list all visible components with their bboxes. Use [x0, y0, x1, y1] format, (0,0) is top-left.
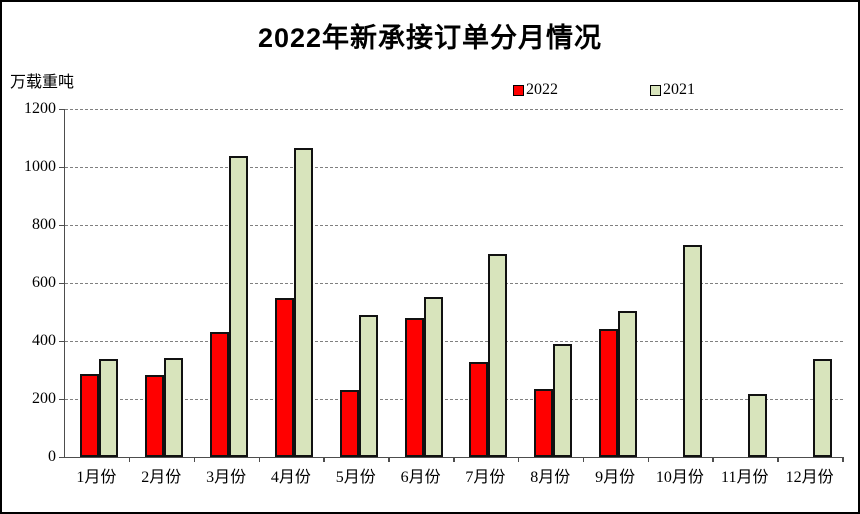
- x-tick-mark-4: [323, 457, 325, 462]
- x-tick-mark-3: [258, 457, 260, 462]
- legend-label-2021: 2021: [663, 81, 695, 98]
- bar-2022-6月份: [404, 318, 424, 457]
- legend: 2022 2021: [513, 81, 695, 99]
- y-axis-tick-label-400: 400: [32, 332, 56, 349]
- legend-item-2021: 2021: [650, 81, 695, 99]
- y-tick-mark-800: [59, 224, 65, 226]
- bar-2021-9月份: [618, 310, 638, 457]
- x-axis-tick-label-9: 9月份: [595, 469, 636, 486]
- bar-2022-5月份: [339, 390, 359, 457]
- x-axis-tick-label-2: 2月份: [141, 469, 182, 486]
- y-tick-mark-1200: [59, 108, 65, 110]
- x-tick-mark-7: [517, 457, 520, 462]
- gridline-600: [65, 283, 843, 284]
- bar-2022-2月份: [145, 374, 165, 457]
- bar-2022-9月份: [599, 328, 619, 457]
- y-axis-tick-label-0: 0: [48, 448, 56, 465]
- y-tick-mark-1000: [59, 166, 65, 168]
- bar-2022-7月份: [469, 361, 489, 457]
- x-axis-tick-label-4: 4月份: [270, 469, 311, 486]
- bar-2022-3月份: [210, 332, 230, 457]
- x-axis-tick-label-1: 1月份: [76, 469, 117, 486]
- legend-swatch-2022-icon: [513, 84, 524, 96]
- y-tick-mark-200: [59, 398, 65, 400]
- legend-swatch-2021-icon: [650, 84, 661, 96]
- chart-title: 2022年新承接订单分月情况: [257, 23, 603, 53]
- x-axis-tick-label-3: 3月份: [206, 469, 247, 486]
- y-axis-tick-label-1200: 1200: [24, 100, 56, 117]
- x-axis-tick-label-12: 12月份: [785, 469, 834, 486]
- y-tick-mark-600: [59, 282, 65, 284]
- y-axis-tick-label-800: 800: [32, 216, 56, 233]
- bar-2021-4月份: [293, 147, 313, 457]
- bar-2021-3月份: [229, 155, 249, 457]
- x-tick-mark-1: [128, 457, 131, 462]
- x-axis-tick-label-5: 5月份: [335, 469, 376, 486]
- y-tick-mark-0: [59, 456, 65, 458]
- x-axis-tick-label-10: 10月份: [655, 469, 704, 486]
- x-tick-mark-8: [582, 457, 585, 462]
- bar-2021-7月份: [488, 254, 508, 457]
- x-axis-tick-label-6: 6月份: [400, 469, 441, 486]
- bar-2021-5月份: [358, 315, 378, 457]
- x-axis-tick-label-11: 11月份: [721, 469, 769, 486]
- bar-2021-11月份: [747, 394, 767, 457]
- bar-2022-4月份: [274, 297, 294, 457]
- gridline-1200: [65, 109, 843, 110]
- y-tick-mark-400: [59, 340, 65, 342]
- x-tick-mark-11: [777, 457, 779, 462]
- y-axis-tick-label-1000: 1000: [24, 158, 56, 175]
- x-tick-mark-9: [647, 457, 649, 462]
- plot-area: [59, 108, 844, 462]
- y-axis-tick-label-600: 600: [32, 274, 56, 291]
- gridline-200: [65, 399, 843, 400]
- legend-label-2022: 2022: [526, 81, 558, 98]
- bar-2021-6月份: [423, 297, 443, 457]
- x-tick-mark-12: [842, 457, 844, 462]
- x-axis-tick-label-7: 7月份: [465, 469, 506, 486]
- bar-2021-12月份: [812, 358, 832, 457]
- x-tick-mark-6: [453, 457, 455, 462]
- bar-2021-8月份: [553, 343, 573, 457]
- bar-2021-10月份: [682, 244, 702, 457]
- bar-2022-1月份: [80, 374, 100, 457]
- x-tick-mark-10: [712, 457, 714, 462]
- gridline-400: [65, 341, 843, 342]
- y-axis-tick-label-200: 200: [32, 390, 56, 407]
- x-tick-mark-5: [388, 457, 390, 462]
- bar-2022-8月份: [534, 389, 554, 457]
- bar-2021-2月份: [164, 357, 184, 457]
- legend-item-2022: 2022: [513, 81, 558, 99]
- x-axis-labels: 1月份 2月份 3月份 4月份 5月份 6月份 7月份 8月份 9月份 10月份 11月份 12月份: [64, 463, 842, 486]
- gridline-800: [65, 225, 843, 226]
- x-axis-tick-label-8: 8月份: [530, 469, 571, 486]
- y-axis-unit-label: 万载重吨: [10, 74, 75, 91]
- x-tick-mark-2: [193, 457, 196, 462]
- gridline-1000: [65, 167, 843, 168]
- bar-2021-1月份: [99, 358, 119, 457]
